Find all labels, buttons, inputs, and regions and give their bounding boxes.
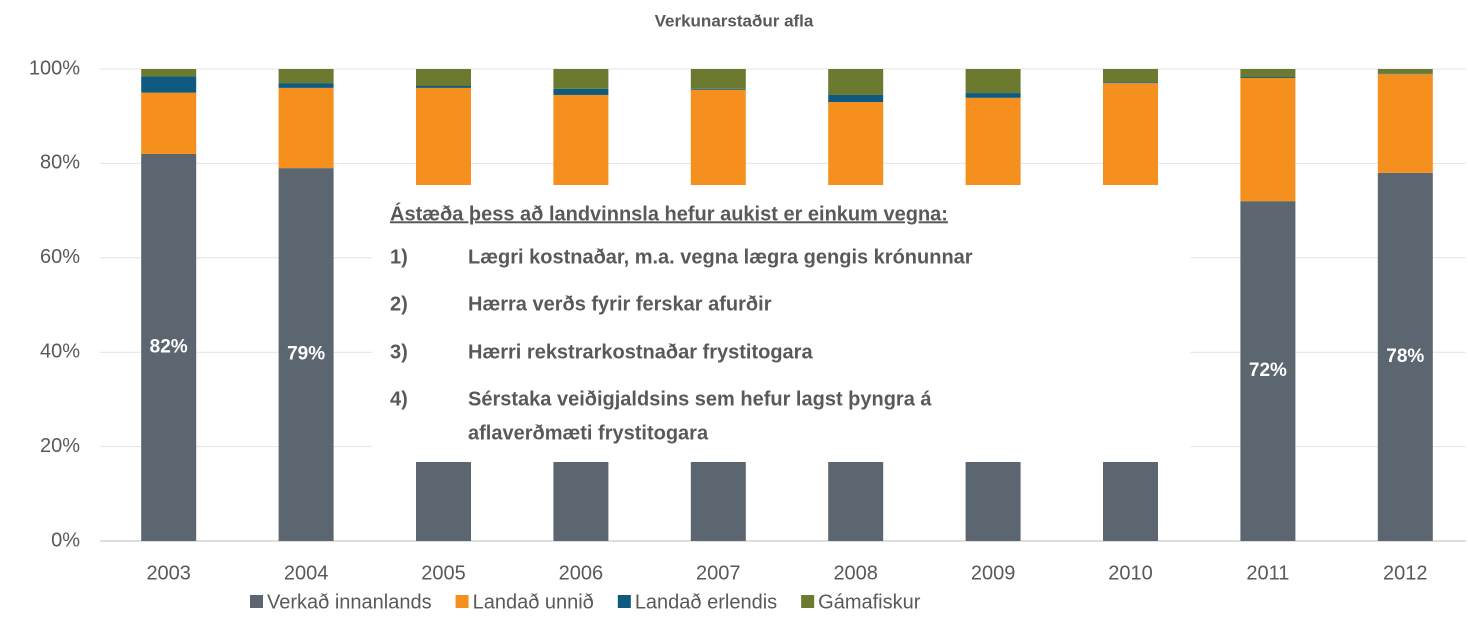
annotation-number: 3) — [390, 341, 408, 363]
annotation-text: Hærri rekstrarkostnaðar frystitogara — [468, 341, 813, 363]
y-tick-label: 80% — [40, 152, 80, 174]
y-tick-label: 100% — [29, 57, 80, 79]
x-tick-label: 2006 — [559, 562, 604, 584]
bar-segment — [1377, 74, 1433, 173]
x-tick-label: 2008 — [833, 562, 878, 584]
bar-segment — [553, 69, 609, 89]
annotation-number: 2) — [390, 293, 408, 315]
annotation-heading: Ástæða þess að landvinnsla hefur aukist … — [390, 202, 948, 225]
legend-swatch — [250, 595, 263, 608]
data-label: 82% — [150, 336, 188, 357]
y-tick-label: 60% — [40, 246, 80, 268]
bar-segment — [553, 88, 609, 95]
annotation-text: aflaverðmæti frystitogara — [468, 422, 709, 444]
bar-segment — [416, 69, 471, 86]
annotation-text: Lægri kostnaðar, m.a. vegna lægra gengis… — [468, 246, 973, 268]
x-tick-label: 2009 — [971, 562, 1016, 584]
legend-label: Verkað innanlands — [267, 591, 432, 613]
bar-segment — [278, 168, 334, 541]
bar-segment — [278, 87, 334, 169]
bar-segment — [828, 69, 884, 95]
x-tick-label: 2011 — [1246, 562, 1289, 584]
annotation-text: Hærra verðs fyrir ferskar afurðir — [468, 293, 772, 315]
x-tick-label: 2005 — [421, 562, 466, 584]
y-tick-label: 0% — [51, 529, 80, 551]
y-tick-label: 40% — [40, 340, 80, 362]
bar-segment — [690, 88, 746, 90]
bar-segment — [828, 94, 884, 103]
annotation-number: 1) — [390, 246, 408, 268]
bar-segment — [965, 93, 1021, 98]
annotation-number: 4) — [390, 388, 408, 410]
bar-segment — [1240, 69, 1296, 78]
bar-segment — [141, 69, 197, 77]
legend-label: Landað erlendis — [635, 591, 777, 613]
x-tick-label: 2010 — [1108, 562, 1153, 584]
data-label: 78% — [1386, 346, 1424, 367]
legend-swatch — [801, 595, 815, 608]
bar-segment — [278, 69, 334, 84]
bar-segment — [141, 92, 197, 154]
legend-swatch — [617, 595, 631, 608]
x-tick-label: 2003 — [146, 562, 191, 584]
bar-segment — [690, 69, 746, 89]
annotation-text: Sérstaka veiðigjaldsins sem hefur lagst … — [468, 388, 932, 410]
annotation-box — [372, 185, 1190, 462]
bar-segment — [1240, 77, 1296, 202]
bar-segment — [141, 76, 197, 93]
bar-segment — [278, 83, 334, 88]
bar-segment — [1240, 77, 1296, 78]
data-label: 72% — [1249, 360, 1287, 381]
x-tick-label: 2012 — [1383, 562, 1428, 584]
bar-segment — [1103, 82, 1158, 84]
x-tick-label: 2007 — [696, 562, 741, 584]
bar-segment — [1103, 69, 1158, 83]
bar-segment — [141, 153, 197, 541]
bar-segment — [1377, 69, 1433, 74]
chart-title: Verkunarstaður afla — [655, 11, 814, 30]
legend-label: Landað unnið — [473, 591, 594, 613]
legend-label: Gámafiskur — [818, 591, 921, 613]
legend-swatch — [455, 595, 469, 608]
data-label: 79% — [287, 344, 325, 365]
x-tick-label: 2004 — [284, 562, 329, 584]
bar-segment — [1377, 172, 1433, 541]
bar-segment — [1240, 201, 1296, 541]
bar-segment — [965, 69, 1021, 94]
bar-segment — [416, 85, 471, 88]
y-tick-label: 20% — [40, 435, 80, 457]
